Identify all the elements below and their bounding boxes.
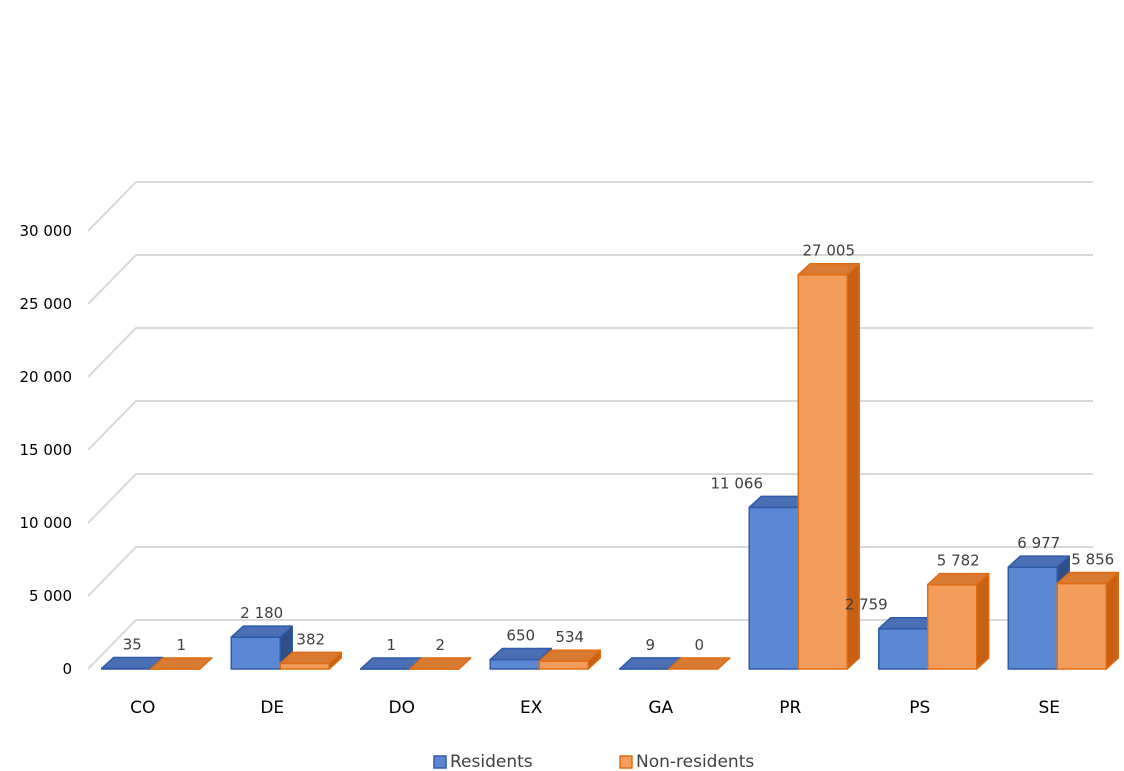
bar-front	[748, 506, 799, 670]
bar-top	[668, 657, 731, 670]
x-tick-label: DE	[260, 698, 284, 718]
gridline	[87, 254, 1093, 305]
x-tick-label: PS	[909, 698, 930, 718]
data-label: 382	[296, 630, 325, 648]
bar-side	[1105, 571, 1119, 670]
legend-label: Residents	[450, 752, 533, 771]
legend-item-residents: Residents	[433, 752, 533, 771]
bar-se-non-residents	[1056, 571, 1119, 670]
y-tick-label: 30 000	[20, 222, 73, 240]
bar-ga-non-residents	[668, 657, 731, 670]
bar-ex-non-residents	[538, 649, 601, 670]
y-tick-label: 10 000	[20, 514, 73, 532]
gridline	[87, 400, 1093, 451]
bar-top	[1007, 555, 1070, 568]
data-label: 6 977	[1017, 534, 1060, 552]
y-tick-label: 20 000	[20, 368, 73, 386]
bar-front	[1056, 582, 1107, 670]
bar-top	[1056, 571, 1119, 585]
data-label: 2 759	[845, 596, 888, 614]
bar-top	[538, 649, 601, 662]
data-label: 5 856	[1071, 551, 1114, 569]
y-tick-label: 25 000	[20, 295, 73, 313]
bars	[101, 262, 1119, 670]
legend: Residents Non-residents	[433, 752, 754, 771]
bar-de-non-residents	[279, 651, 342, 670]
data-label: 5 782	[937, 552, 980, 570]
bar-de-residents	[230, 625, 293, 670]
data-label: 11 066	[711, 474, 764, 492]
data-label: 534	[555, 628, 584, 646]
data-label: 35	[123, 635, 142, 653]
legend-swatch	[619, 755, 633, 769]
bar-top	[797, 262, 860, 276]
bar-front	[538, 660, 589, 670]
x-axis: CO DE DO EX GA PR PS SE	[130, 698, 1060, 718]
bar-front	[927, 583, 978, 670]
bar-top	[489, 647, 552, 661]
bar-top	[230, 625, 293, 638]
data-label: 9	[645, 636, 655, 654]
y-tick-label: 15 000	[20, 441, 73, 459]
data-label: 1	[386, 636, 396, 654]
gridline	[87, 473, 1093, 524]
gridline	[87, 327, 1093, 378]
bar-do-non-residents	[409, 657, 472, 670]
bar-side	[976, 572, 990, 670]
x-tick-label: SE	[1038, 698, 1060, 718]
gridline	[87, 181, 1093, 232]
y-axis: 0 5 000 10 000 15 000 20 000 25 000 30 000	[20, 222, 73, 678]
bar-front	[279, 662, 330, 670]
bar-pr-non-residents	[797, 262, 860, 670]
data-labels: 35 1 2 180 382 1 2 650 534 9 0 11 066 27 005 2 759 5 …	[123, 242, 1115, 654]
bar-top	[150, 657, 213, 670]
legend-item-non-residents: Non-residents	[619, 752, 754, 771]
bar-co-non-residents	[150, 657, 213, 670]
data-label: 2	[435, 636, 445, 654]
data-label: 27 005	[803, 242, 856, 260]
x-tick-label: GA	[648, 698, 673, 718]
bar-front	[489, 658, 540, 670]
data-label: 0	[694, 636, 704, 654]
bar-top	[279, 651, 342, 665]
data-label: 650	[506, 627, 535, 645]
x-tick-label: CO	[130, 698, 155, 718]
bar-front	[797, 273, 848, 670]
bar-top	[927, 572, 990, 586]
legend-label: Non-residents	[636, 752, 754, 771]
x-tick-label: PR	[779, 698, 801, 718]
gridlines	[87, 181, 1093, 670]
x-tick-label: EX	[520, 698, 543, 718]
x-tick-label: DO	[389, 698, 415, 718]
bar-front	[230, 636, 281, 670]
bar-ps-non-residents	[927, 572, 990, 670]
bar-front	[1007, 566, 1058, 670]
y-tick-label: 5 000	[29, 587, 72, 605]
data-label: 2 180	[240, 604, 283, 622]
data-label: 1	[176, 636, 186, 654]
bar-front	[878, 627, 929, 670]
legend-swatch	[433, 755, 447, 769]
y-tick-label: 0	[62, 660, 72, 678]
bar-top	[409, 657, 472, 670]
